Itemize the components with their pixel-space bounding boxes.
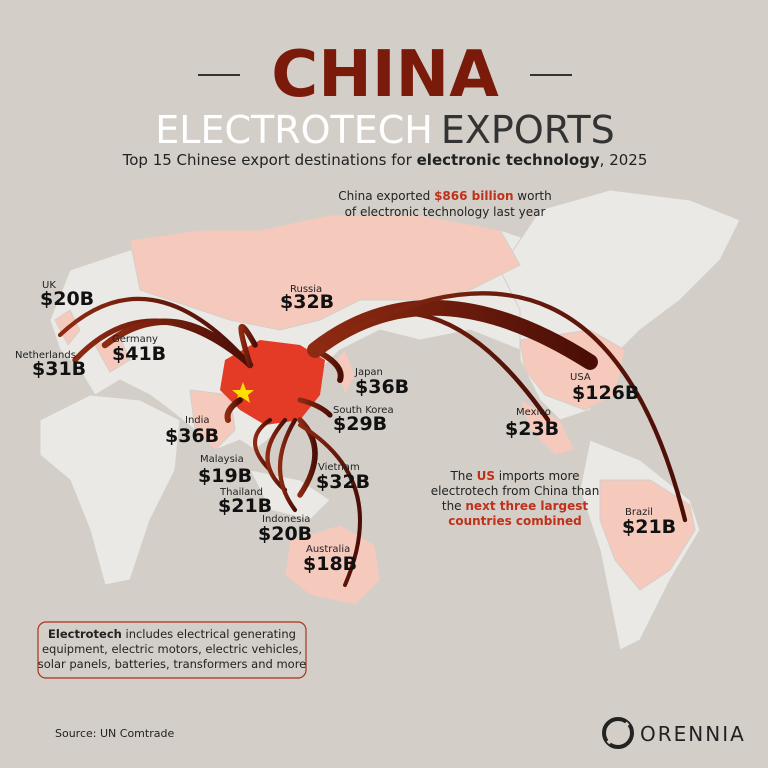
map: [39, 189, 741, 651]
value-label: $18B: [303, 553, 357, 575]
arcs: [57, 291, 688, 587]
total-note: China exported $866 billion worth of ele…: [338, 189, 551, 219]
trade-arc: [312, 291, 688, 523]
note-line: The US imports more: [449, 469, 579, 483]
country-name: Brazil: [625, 507, 653, 518]
country-name: Netherlands: [15, 350, 76, 361]
country-name: Indonesia: [262, 514, 310, 525]
trade-arc: [57, 296, 253, 368]
value-label: $23B: [505, 418, 559, 440]
def-line: equipment, electric motors, electric veh…: [42, 642, 302, 656]
logo-mark: [602, 717, 634, 749]
country-name: Germany: [112, 334, 158, 345]
brand: ORENNIA: [640, 722, 746, 746]
value-label: $36B: [165, 425, 219, 447]
note-line: of electronic technology last year: [345, 205, 546, 219]
trade-arc: [101, 318, 254, 369]
trade-arc: [238, 323, 258, 368]
value-label: $19B: [198, 465, 252, 487]
trade-arc: [278, 417, 298, 513]
value-label: $21B: [218, 495, 272, 517]
title: CHINA: [271, 38, 499, 112]
country-name: USA: [570, 372, 591, 383]
value-label: $20B: [40, 288, 94, 310]
country-name: South Korea: [333, 405, 394, 416]
value-label: $36B: [355, 376, 409, 398]
country-name: Japan: [354, 367, 383, 378]
source: Source: UN Comtrade: [55, 727, 174, 740]
value-label: $31B: [32, 358, 86, 380]
subtitle: ELECTROTECH EXPORTS: [155, 108, 614, 152]
note-line: electrotech from China than: [431, 484, 600, 498]
us-note: The US imports more electrotech from Chi…: [431, 469, 600, 528]
country-name: Mexico: [516, 407, 551, 418]
country-name: Australia: [306, 544, 350, 555]
china-star: [232, 382, 254, 403]
value-label: $32B: [316, 471, 370, 493]
definition-box: Electrotech includes electrical generati…: [37, 621, 307, 679]
note-line: countries combined: [448, 514, 582, 528]
def-line: solar panels, batteries, transformers an…: [38, 657, 307, 671]
value-label: $21B: [622, 516, 676, 538]
header: CHINA ELECTROTECH EXPORTS Top 15 Chinese …: [122, 38, 648, 169]
logo: ORENNIA: [602, 717, 746, 749]
trade-arc: [298, 423, 362, 587]
value-label: $29B: [333, 413, 387, 435]
value-label: $126B: [572, 382, 639, 404]
trade-arc: [307, 299, 598, 370]
def-line: Electrotech includes electrical generati…: [48, 627, 296, 641]
value-label: $41B: [112, 343, 166, 365]
country-name: Russia: [290, 284, 322, 295]
country-name: UK: [42, 280, 56, 291]
country-name: Malaysia: [200, 454, 244, 465]
country-name: Vietnam: [318, 462, 360, 473]
trade-arc: [224, 397, 243, 423]
value-label: $20B: [258, 523, 312, 545]
note-line: China exported $866 billion worth: [338, 189, 551, 203]
value-label: $32B: [280, 291, 334, 313]
logo-mark: [606, 721, 630, 745]
note-line: the next three largest: [442, 499, 589, 513]
box: [37, 621, 307, 679]
labels: UK$20BNetherlands$31BGermany$41BRussia$3…: [15, 280, 676, 575]
trade-arc: [253, 417, 273, 473]
country-name: India: [185, 415, 210, 426]
description: Top 15 Chinese export destinations for e…: [122, 151, 648, 169]
trade-arc: [297, 397, 333, 418]
trade-arc: [265, 417, 288, 493]
country-name: Thailand: [219, 487, 263, 498]
